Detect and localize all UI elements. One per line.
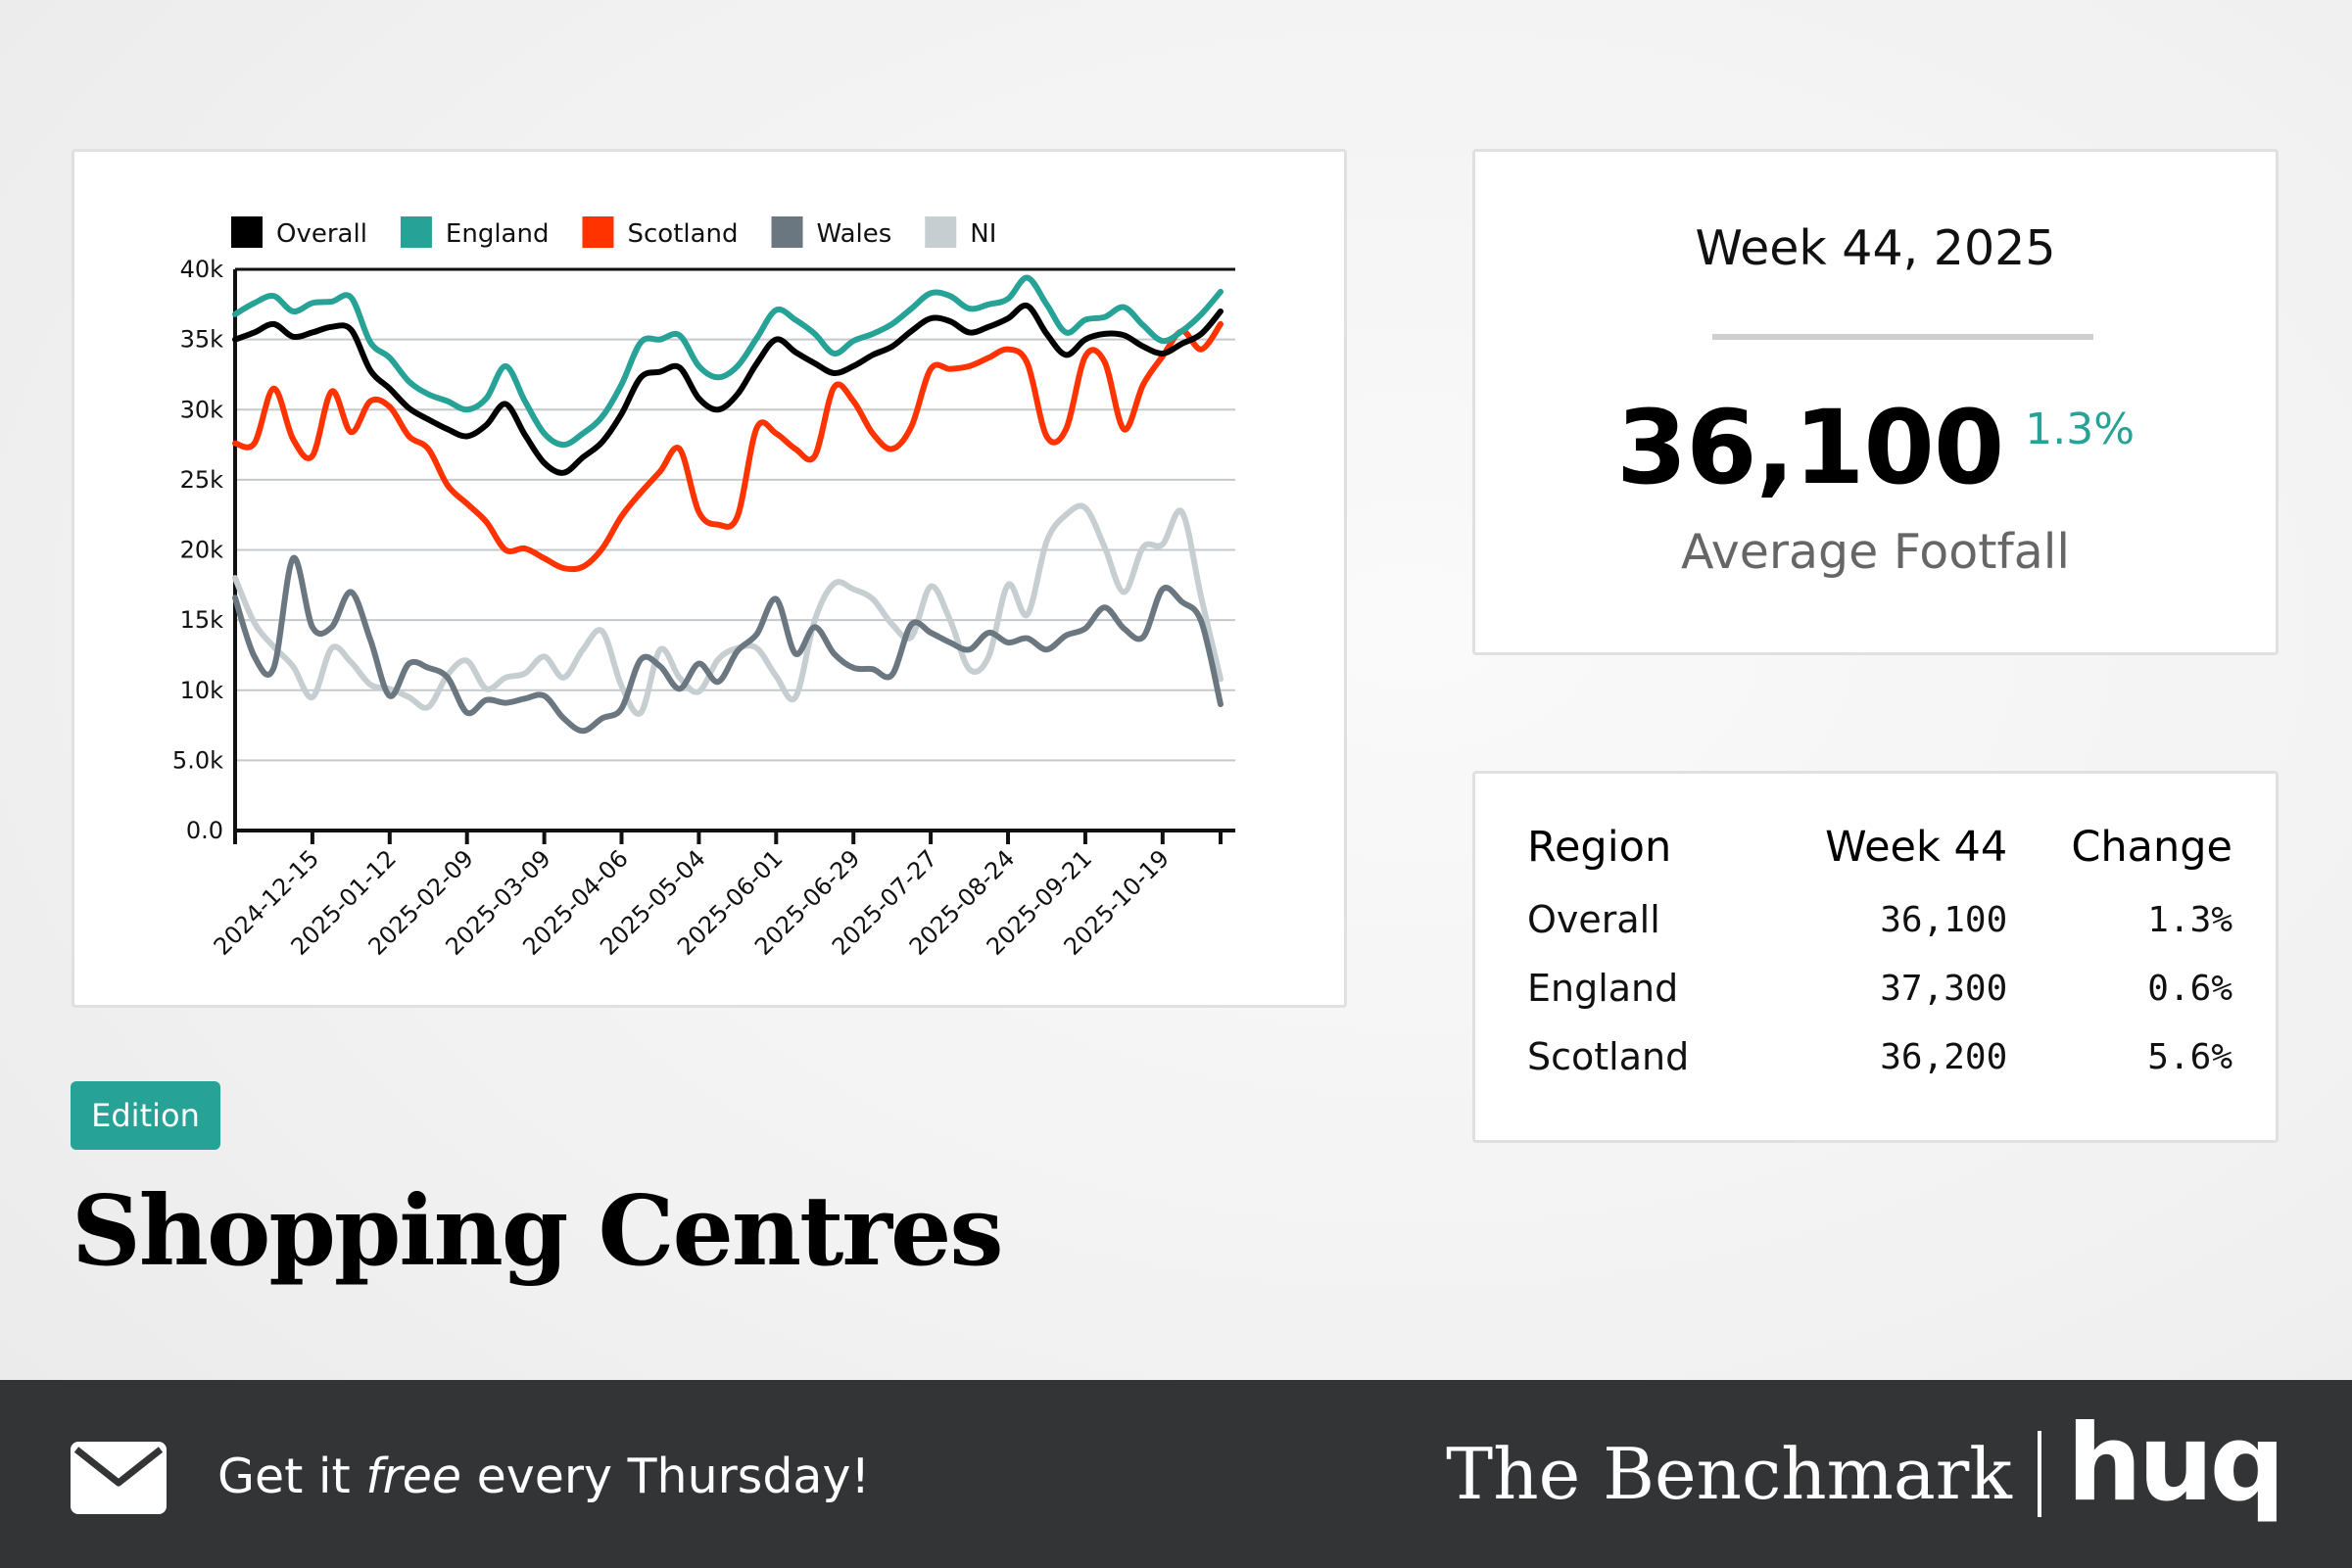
y-tick-label: 35k [180,326,224,354]
y-tick-label: 5.0k [172,746,223,774]
average-footfall-value: 36,100 [1615,388,2004,507]
legend-label-scotland: Scotland [627,219,738,249]
header-region: Region [1527,823,1672,872]
huq-logo: huq [2066,1402,2285,1525]
week-value: 36,100 [1880,899,2008,940]
summary-card: Week 44, 2025 36,100 1.3% Average Footfa… [1472,149,2279,655]
y-tick-label: 25k [180,466,224,494]
week-value: 37,300 [1880,968,2008,1009]
y-tick-label: 10k [180,677,224,704]
legend-swatch-overall [231,216,263,248]
region-name: England [1527,967,1679,1010]
series-line-overall [232,302,1224,476]
cta-text: Get it [217,1449,366,1504]
change-value: 5.6% [2147,1036,2232,1077]
legend-swatch-scotland [582,216,614,248]
legend-label-england: England [446,219,550,249]
legend-swatch-wales [771,216,803,248]
header-week: Week 44 [1825,823,2008,872]
region-name: Scotland [1527,1035,1690,1078]
average-footfall-row: 36,100 1.3% [1475,387,2276,509]
region-name: Overall [1527,898,1660,941]
footer-bar: Get it free every Thursday! The Benchmar… [0,1380,2352,1568]
average-footfall-label: Average Footfall [1681,524,2070,580]
cta-emphasis: free [365,1449,462,1504]
brand-lockup: The Benchmark huq [1446,1380,2285,1568]
y-tick-label: 0.0 [186,817,223,844]
change-value: 0.6% [2147,968,2232,1009]
week-title: Week 44, 2025 [1695,220,2056,276]
brand-name: The Benchmark [1446,1433,2012,1515]
divider [1712,334,2093,340]
table-row: Scotland 36,200 5.6% [1527,1022,2232,1091]
series-line-scotland [232,320,1224,573]
table-row: England 37,300 0.6% [1527,954,2232,1022]
page-title: Shopping Centres [72,1175,1004,1288]
region-table: Region Week 44 Change Overall 36,100 1.3… [1527,823,2232,1091]
chart-card: 0.0 5.0k 10k 15k 20k 25k 30k 35k 40k 2024-12-15 20… [72,149,1347,1008]
legend-label-ni: NI [970,219,996,249]
footfall-line-chart: 0.05.0k10k15k20k25k30k35k40k2024-12-1520… [172,216,1235,961]
series-line-wales [232,555,1224,735]
y-tick-label: 40k [180,256,224,283]
y-tick-label: 20k [180,537,224,564]
legend-label-wales: Wales [817,219,892,249]
edition-badge: Edition [71,1081,220,1150]
cta-text: every Thursday! [461,1449,871,1504]
brand-separator [2037,1431,2041,1517]
subscribe-cta[interactable]: Get it free every Thursday! [217,1449,870,1504]
header-change: Change [2071,823,2232,872]
y-tick-label: 15k [180,606,224,634]
series-line-england [232,274,1224,449]
y-tick-label: 30k [180,396,224,423]
region-table-card: Region Week 44 Change Overall 36,100 1.3… [1472,771,2279,1143]
table-row: Overall 36,100 1.3% [1527,885,2232,954]
week-value: 36,200 [1880,1036,2008,1077]
legend-swatch-england [400,216,432,248]
legend-label-overall: Overall [276,219,367,249]
change-value: 1.3% [2147,899,2232,940]
envelope-icon[interactable] [71,1442,167,1514]
legend-swatch-ni [925,216,957,248]
average-footfall-change: 1.3% [2025,404,2136,454]
